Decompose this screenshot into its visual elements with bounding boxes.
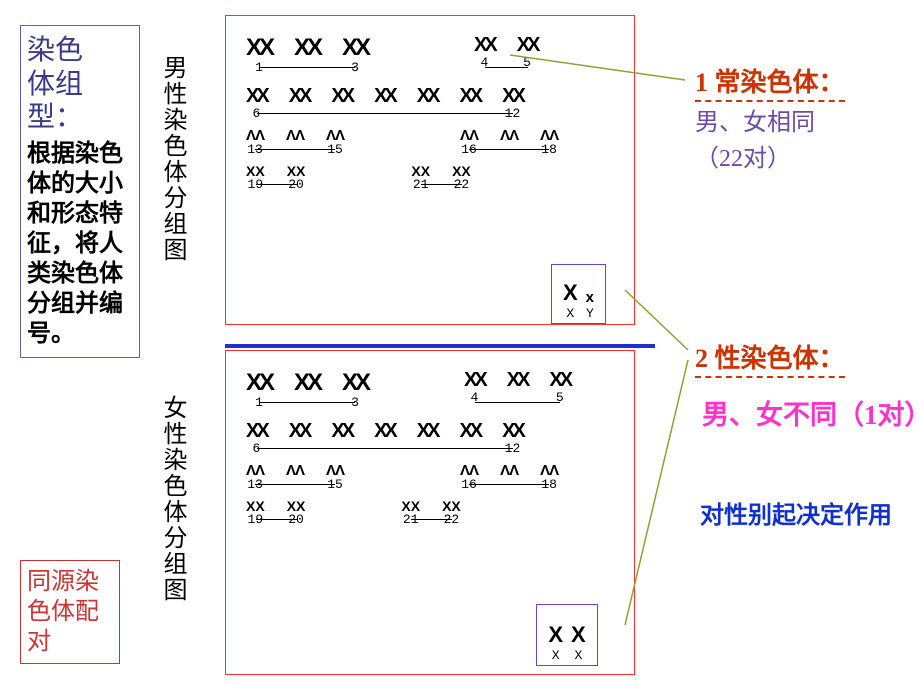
sex-chromosome-subtitle: 男、女不同（1对）: [702, 398, 920, 433]
group-connector: [485, 67, 528, 69]
chromosome-pair: ΛΛ15: [326, 127, 344, 157]
chromosome-pair: XX3: [342, 34, 368, 75]
chromosome-pair: XX22: [452, 163, 471, 192]
chromosome-pair: XX: [294, 34, 320, 75]
group-connector: [255, 149, 335, 151]
chromosome-pair: XX20: [287, 163, 306, 192]
chromosome-pair: ΛΛ: [286, 127, 304, 157]
chromosome-row: XX1 XX XX3 XX4 XX XX5: [246, 369, 618, 410]
chromosome-pair: XX: [331, 420, 352, 456]
chromosome-pair: ΛΛ18: [540, 127, 558, 157]
chromosome-pair: XX20: [287, 498, 306, 527]
chromosome-pair: ΛΛ13: [246, 127, 264, 157]
chromosome-row: ΛΛ13 ΛΛ ΛΛ15 ΛΛ16 ΛΛ ΛΛ18: [246, 462, 618, 492]
chromosome-pair: XX21: [401, 498, 420, 527]
chromosome-pair: XX21: [411, 163, 430, 192]
chromosome-pair: ΛΛ16: [460, 462, 478, 492]
group-connector: [256, 184, 297, 186]
chromosome-pair: XX19: [246, 498, 265, 527]
chromosome-row: XX1 XX XX3 XX4 XX5: [246, 34, 618, 75]
chromosome-row: XX19 XX20 XX21 XX22: [246, 498, 618, 527]
group-connector: [259, 402, 355, 404]
sex-chromosome-role: 对性别起决定作用: [700, 500, 892, 534]
homologous-pairing-box: 同源染色体配对: [20, 560, 120, 664]
group-connector: [475, 402, 560, 404]
chromosome-pair: XX5: [517, 34, 538, 75]
chromosome-pair: XX1: [246, 369, 272, 410]
chromosome-pair: XX3: [342, 369, 368, 410]
chromosome-pair: ΛΛ18: [540, 462, 558, 492]
chromosome-pair: XX: [417, 85, 438, 121]
chromosome-pair: XX6: [246, 85, 267, 121]
chromosome-pair: XX: [289, 85, 310, 121]
chromosome-pair: XX12: [502, 420, 523, 456]
chromosome-row: ΛΛ13 ΛΛ ΛΛ15 ΛΛ16 ΛΛ ΛΛ18: [246, 127, 618, 157]
chromosome-pair: ΛΛ: [286, 462, 304, 492]
female-karyotype-frame: XX1XXXX3XX4XXXX5XX6XXXXXXXXXXXX12ΛΛ13ΛΛΛ…: [225, 350, 635, 675]
chromosome-pair: ΛΛ13: [246, 462, 264, 492]
chromosome-pair: XX: [374, 85, 395, 121]
group-connector: [255, 484, 335, 486]
group-connector: [469, 484, 549, 486]
chromosome-pair: ΛΛ: [500, 462, 518, 492]
chromosome-pair: XX1: [246, 34, 272, 75]
autosome-title: 1 常染色体：: [695, 62, 845, 102]
chromosome-row: XX6 XX XX XX XX XX XX12: [246, 420, 618, 456]
group-connector: [411, 519, 452, 521]
group-connector: [421, 184, 462, 186]
sex-chromosome-title: 2 性染色体：: [695, 338, 845, 378]
autosome-subtitle: 男、女相同 （22对）: [695, 105, 815, 177]
chromosome-pair: XX: [459, 420, 480, 456]
chromosome-pair: XX: [507, 369, 528, 410]
female-karyotype: XX1XXXX3XX4XXXX5XX6XXXXXXXXXXXX12ΛΛ13ΛΛΛ…: [226, 351, 634, 674]
chromosome-pair: XX19: [246, 163, 265, 192]
chromosome-pair: XX: [289, 420, 310, 456]
chromosome-pair: XX: [374, 420, 395, 456]
chromosome-pair: ΛΛ16: [460, 127, 478, 157]
chromosome-pair: XX: [417, 420, 438, 456]
sex-chromosome-box: X X x Y: [551, 264, 606, 324]
male-karyotype-frame: XX1XXXX3XX4XX5XX6XXXXXXXXXXXX12ΛΛ13ΛΛΛΛ1…: [225, 15, 635, 325]
group-connector: [257, 448, 513, 450]
chromosome-pair: XX4: [464, 369, 485, 410]
group-connector: [257, 113, 513, 115]
separator-line: [225, 344, 655, 348]
chromosome-pair: XX12: [502, 85, 523, 121]
chromosome-row: XX19 XX20 XX21 XX22: [246, 163, 618, 192]
sex-chromosome-box: X X X X: [536, 604, 598, 666]
chromosome-row: XX6 XX XX XX XX XX XX12: [246, 85, 618, 121]
chromosome-pair: ΛΛ15: [326, 462, 344, 492]
karyotype-definition-box: 染色 体组 型： 根据染色体的大小和形态特征，将人类染色体分组并编号。: [20, 25, 140, 358]
chromosome-pair: XX22: [442, 498, 461, 527]
group-connector: [469, 149, 549, 151]
female-diagram-label: 女性染色体分组图: [155, 395, 190, 603]
group-connector: [256, 519, 297, 521]
male-diagram-label: 男性染色体分组图: [155, 55, 190, 263]
group-connector: [259, 67, 355, 69]
chromosome-pair: ΛΛ: [500, 127, 518, 157]
definition-body: 根据染色体的大小和形态特征，将人类染色体分组并编号。: [27, 139, 133, 349]
chromosome-pair: XX: [331, 85, 352, 121]
definition-title: 染色 体组 型：: [27, 34, 133, 135]
chromosome-pair: XX6: [246, 420, 267, 456]
chromosome-pair: XX: [459, 85, 480, 121]
chromosome-pair: XX5: [549, 369, 570, 410]
male-karyotype: XX1XXXX3XX4XX5XX6XXXXXXXXXXXX12ΛΛ13ΛΛΛΛ1…: [226, 16, 634, 324]
chromosome-pair: XX4: [474, 34, 495, 75]
chromosome-pair: XX: [294, 369, 320, 410]
